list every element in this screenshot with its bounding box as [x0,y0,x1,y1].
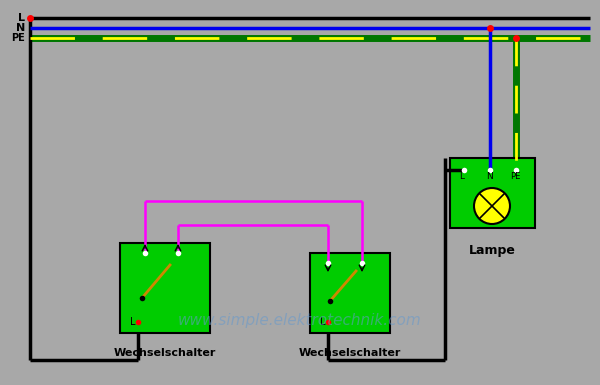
Text: www.simple.elektrotechnik.com: www.simple.elektrotechnik.com [178,313,422,328]
Text: L: L [130,317,136,327]
Text: L: L [18,13,25,23]
Bar [450,158,535,228]
Text: L: L [459,172,464,181]
Text: Lampe: Lampe [469,244,515,257]
Bar [120,243,210,333]
Bar [310,253,390,333]
Text: PE: PE [11,33,25,43]
Text: Wechselschalter: Wechselschalter [299,348,401,358]
Text: N: N [16,23,25,33]
Text: L: L [320,317,325,327]
Text: N: N [486,172,493,181]
Text: Wechselschalter: Wechselschalter [114,348,216,358]
Text: PE: PE [510,172,520,181]
Circle shape [474,188,510,224]
